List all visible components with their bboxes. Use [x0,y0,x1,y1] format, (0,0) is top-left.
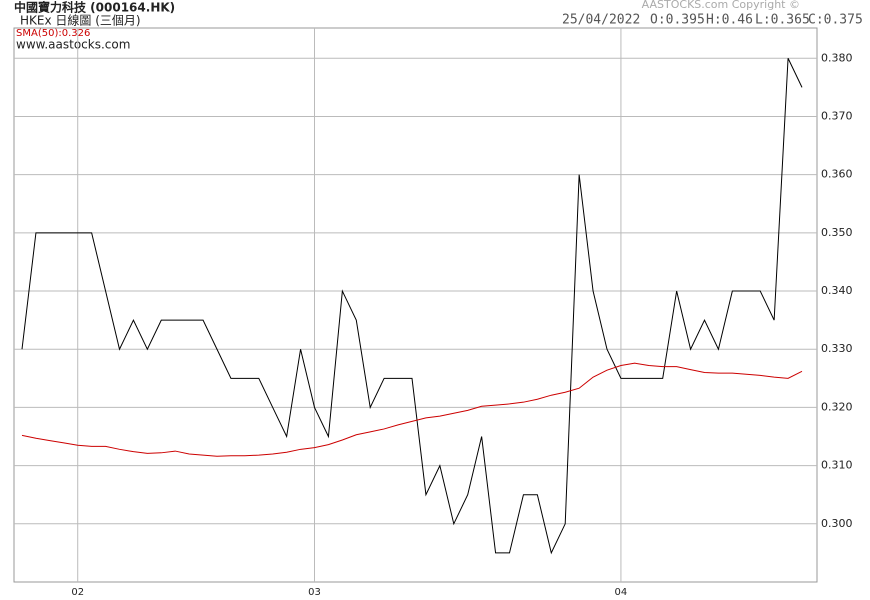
series-line [21,362,803,457]
y-tick-label: 0.300 [821,517,853,530]
copyright: AASTOCKS.com Copyright © [642,0,800,11]
y-tick-label: 0.360 [821,168,853,181]
close: C:0.375 [808,13,863,28]
chart-subtitle: HKEx 日線圖 (三個月) [20,13,141,28]
low: L:0.365 [755,13,810,28]
y-tick-label: 0.370 [821,109,853,122]
series-line [21,58,803,555]
open: O:0.395 [650,13,705,28]
x-tick-label: 03 [308,587,321,598]
y-tick-label: 0.350 [821,226,853,239]
high: H:0.46 [706,13,753,28]
date: 25/04/2022 [562,13,640,28]
x-tick-label: 02 [71,587,84,598]
y-tick-label: 0.380 [821,51,853,64]
website: www.aastocks.com [16,38,130,52]
chart-title: 中國寶力科技 (000164.HK) [14,0,175,15]
plot-area [13,27,818,583]
legend-label: SMA(50):0.326 [16,28,90,39]
y-tick-label: 0.330 [821,342,853,355]
y-tick-label: 0.320 [821,400,853,413]
y-tick-label: 0.310 [821,459,853,472]
x-tick-label: 04 [615,587,628,598]
y-tick-label: 0.340 [821,284,853,297]
